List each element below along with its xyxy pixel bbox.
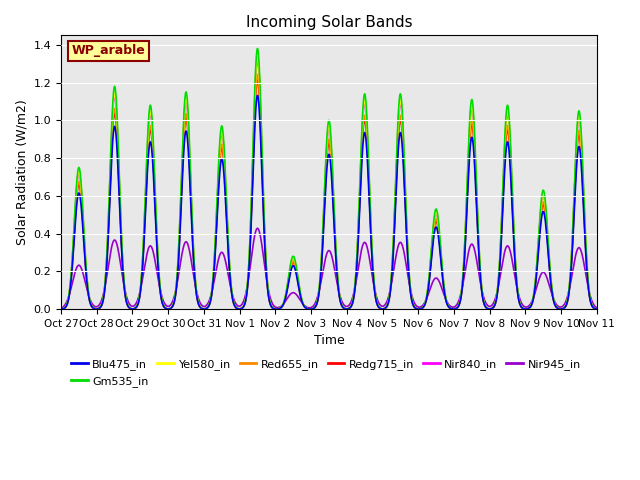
Y-axis label: Solar Radiation (W/m2): Solar Radiation (W/m2) (15, 99, 28, 245)
X-axis label: Time: Time (314, 335, 344, 348)
Legend: Blu475_in, Gm535_in, Yel580_in, Red655_in, Redg715_in, Nir840_in, Nir945_in: Blu475_in, Gm535_in, Yel580_in, Red655_i… (67, 355, 585, 391)
Title: Incoming Solar Bands: Incoming Solar Bands (246, 15, 412, 30)
Text: WP_arable: WP_arable (72, 45, 145, 58)
